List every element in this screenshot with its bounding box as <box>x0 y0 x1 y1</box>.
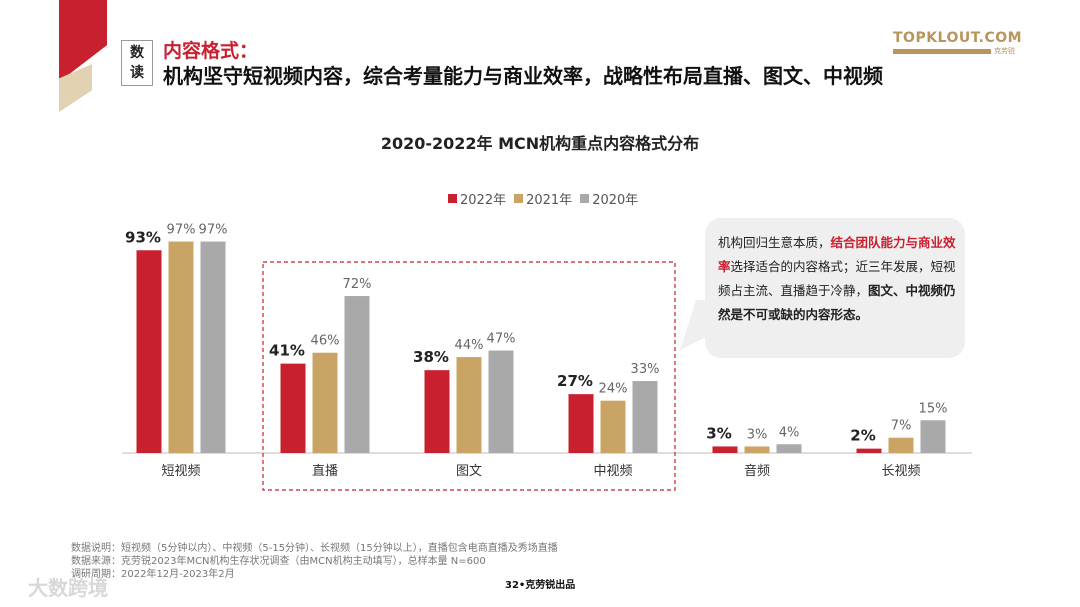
legend-swatch <box>448 194 457 203</box>
watermark: 大数跨境 <box>28 576 108 600</box>
page-number: 32•克劳锐出品 <box>505 580 576 591</box>
note-period: 调研周期：2022年12月-2023年2月 <box>71 569 235 580</box>
chart-legend: 2022年 2021年 2020年 <box>448 189 638 208</box>
bar-2021年 <box>312 352 338 453</box>
logo-cn: 克劳锐 <box>994 47 1015 55</box>
category-label: 直播 <box>312 464 338 479</box>
callout-segment: 选择适合的内容格式； <box>730 259 856 274</box>
data-label: 46% <box>311 334 340 349</box>
data-label: 27% <box>557 372 593 390</box>
legend-item: 2021年 <box>514 189 572 208</box>
category-label: 音频 <box>744 463 770 479</box>
bar-2021年 <box>168 241 194 453</box>
topklout-logo: TOPKLOUT.COM 克劳锐 <box>893 30 1022 56</box>
data-label: 33% <box>631 362 660 377</box>
callout-text: 机构回归生意本质，结合团队能力与商业效率选择适合的内容格式；近三年发展，短视频占… <box>718 231 958 327</box>
bar-2021年 <box>744 446 770 453</box>
legend-label: 2022年 <box>460 193 507 208</box>
data-label: 93% <box>125 228 161 246</box>
bar-2021年 <box>600 400 626 453</box>
data-label: 47% <box>487 332 516 347</box>
category-label: 短视频 <box>161 464 200 479</box>
logo-text: TOPKLOUT.COM <box>893 30 1023 46</box>
callout-segment: 近三年发展，短视频占主流、直播趋于冷静， <box>718 259 956 298</box>
data-label: 7% <box>891 419 912 434</box>
legend-label: 2021年 <box>526 193 573 208</box>
bar-2020年 <box>344 296 370 453</box>
chart-title: 2020-2022年 MCN机构重点内容格式分布 <box>380 134 700 153</box>
data-label: 24% <box>599 382 628 397</box>
bar-2022年 <box>136 250 162 453</box>
highlight-box <box>262 261 676 491</box>
data-label: 72% <box>343 277 372 292</box>
section-subtitle: 内容格式： <box>163 40 259 62</box>
callout-box <box>705 218 965 358</box>
bar-2022年 <box>568 394 594 453</box>
footnotes: 数据说明：短视频（5分钟以内）、中视频（5-15分钟）、长视频（15分钟以上），… <box>71 542 558 581</box>
data-label: 38% <box>413 348 449 366</box>
callout-segment: 图文、中视频仍然是不可或缺的内容形态。 <box>718 283 956 322</box>
bar-2022年 <box>280 363 306 453</box>
bar-2020年 <box>920 420 946 453</box>
data-label: 15% <box>919 401 948 416</box>
bar-2021年 <box>888 437 914 453</box>
data-label: 41% <box>269 342 305 360</box>
page-title: 机构坚守短视频内容，综合考量能力与商业效率，战略性布局直播、图文、中视频 <box>163 64 883 88</box>
legend-swatch <box>580 194 590 203</box>
data-label: 44% <box>455 338 484 353</box>
legend-swatch <box>514 194 524 203</box>
badge-char: 数 <box>130 45 144 61</box>
bar-2020年 <box>632 381 658 453</box>
data-label: 97% <box>167 223 196 238</box>
badge-char: 读 <box>130 65 144 81</box>
note-definition: 数据说明：短视频（5分钟以内）、中视频（5-15分钟）、长视频（15分钟以上），… <box>71 543 558 554</box>
bar-2022年 <box>712 446 738 453</box>
legend-item: 2020年 <box>580 189 638 208</box>
logo-strip <box>893 48 991 54</box>
callout-segment: 机构回归生意本质， <box>718 235 831 250</box>
data-label: 97% <box>199 223 228 238</box>
data-label: 3% <box>706 424 731 442</box>
bar-2022年 <box>424 370 450 453</box>
legend-item: 2022年 <box>448 189 506 208</box>
section-badge: 数 读 <box>121 40 153 86</box>
legend-label: 2020年 <box>592 193 639 208</box>
bar-2020年 <box>200 241 226 453</box>
category-label: 中视频 <box>593 464 632 479</box>
category-label: 图文 <box>456 464 482 479</box>
category-label: 长视频 <box>881 464 920 479</box>
bar-2020年 <box>776 444 802 453</box>
data-label: 3% <box>747 427 768 442</box>
bar-2020年 <box>488 350 514 453</box>
bar-2021年 <box>456 357 482 453</box>
data-label: 4% <box>779 425 800 440</box>
bar-2022年 <box>856 448 882 453</box>
data-label: 2% <box>850 427 875 445</box>
note-source: 数据来源：克劳锐2023年MCN机构生存状况调查（由MCN机构主动填写），总样本… <box>71 556 486 567</box>
callout-segment: 结合团队能力与商业效率 <box>718 235 956 274</box>
